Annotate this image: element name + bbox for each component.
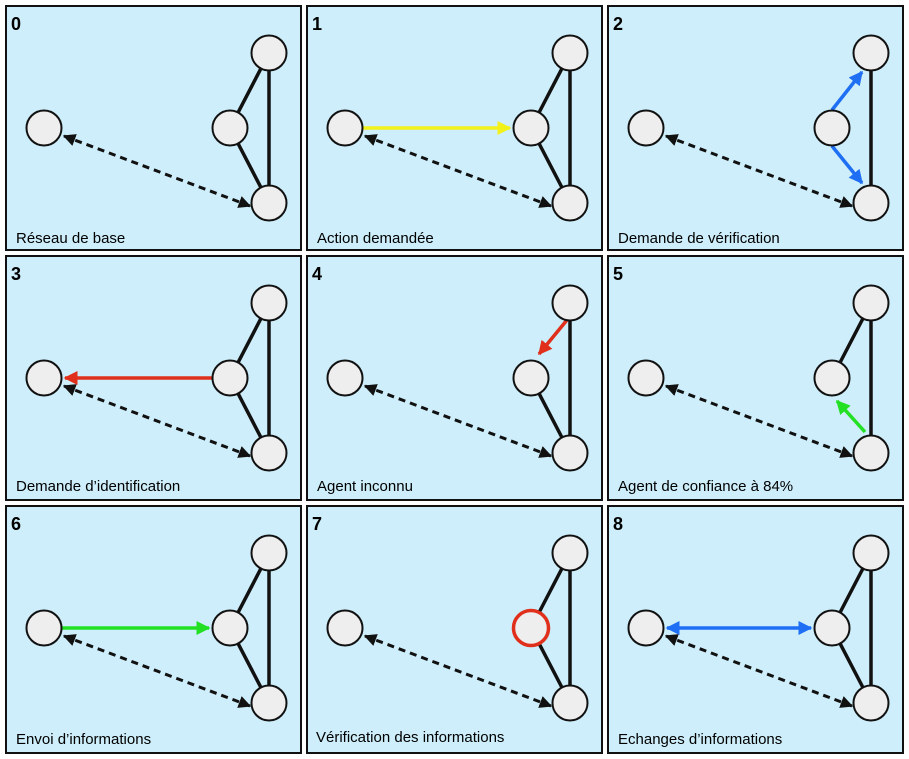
node-outside [326, 109, 364, 147]
green-arrow [835, 399, 867, 434]
panel-number: 4 [312, 264, 322, 284]
panel-6: 6 Envoi d’informations [5, 505, 302, 754]
panel-0: 0 Réseau de base [5, 5, 302, 251]
panel-number: 0 [11, 14, 21, 34]
dashed-link [62, 134, 252, 208]
node-bottom [250, 684, 288, 722]
node-outside [25, 109, 63, 147]
panel-caption: Demande d’identification [16, 478, 180, 495]
node-outside [326, 609, 364, 647]
node-middle [211, 359, 249, 397]
red-arrow [537, 318, 569, 356]
node-bottom [250, 184, 288, 222]
node-bottom [551, 684, 589, 722]
dashed-link [363, 134, 553, 208]
node-top [551, 534, 589, 572]
panel-caption: Réseau de base [16, 230, 125, 247]
panel-number: 5 [613, 264, 623, 284]
dashed-link [664, 384, 854, 458]
node-top [852, 34, 890, 72]
blue-arrow-to-top [830, 70, 864, 112]
node-outside [326, 359, 364, 397]
node-middle [512, 109, 550, 147]
panel-4: 4 Agent inconnu [306, 255, 603, 501]
panel-number: 3 [11, 264, 21, 284]
node-middle [813, 359, 851, 397]
node-bottom [551, 434, 589, 472]
node-top [250, 284, 288, 322]
node-top [852, 284, 890, 322]
panel-7: 7 Vérification des informations [306, 505, 603, 754]
node-bottom [852, 434, 890, 472]
node-middle [512, 359, 550, 397]
node-top [852, 534, 890, 572]
panel-5: 5 Agent de confiance à 84% [607, 255, 904, 501]
panel-2: 2 Demande de vérification [607, 5, 904, 251]
node-bottom [250, 434, 288, 472]
node-bottom [852, 684, 890, 722]
dashed-link [363, 634, 553, 708]
node-middle [813, 109, 851, 147]
panel-8: 8 Echanges d’informations [607, 505, 904, 754]
dashed-link [62, 634, 252, 708]
node-top [551, 284, 589, 322]
panel-caption: Envoi d’informations [16, 731, 151, 748]
panel-number: 7 [312, 514, 322, 534]
node-middle-highlighted [511, 608, 551, 648]
panel-caption: Action demandée [317, 230, 434, 247]
panel-number: 2 [613, 14, 623, 34]
panel-number: 8 [613, 514, 623, 534]
node-top [250, 34, 288, 72]
dashed-link [664, 634, 854, 708]
node-outside [627, 109, 665, 147]
node-outside [627, 609, 665, 647]
node-outside [627, 359, 665, 397]
node-bottom [852, 184, 890, 222]
dashed-link [363, 384, 553, 458]
node-outside [25, 609, 63, 647]
node-middle [211, 109, 249, 147]
panel-caption: Agent de confiance à 84% [618, 478, 793, 495]
node-middle [813, 609, 851, 647]
node-outside [25, 359, 63, 397]
dashed-link [664, 134, 854, 208]
panel-caption: Vérification des informations [316, 729, 504, 746]
dashed-link [62, 384, 252, 458]
panel-caption: Echanges d’informations [618, 731, 782, 748]
node-top [250, 534, 288, 572]
panel-caption: Demande de vérification [618, 230, 780, 247]
node-middle [211, 609, 249, 647]
panel-caption: Agent inconnu [317, 478, 413, 495]
blue-arrow-to-bottom [830, 144, 864, 185]
panel-1: 1 Action demandée [306, 5, 603, 251]
panel-3: 3 Demande d’identification [5, 255, 302, 501]
panel-number: 6 [11, 514, 21, 534]
node-top [551, 34, 589, 72]
panel-number: 1 [312, 14, 322, 34]
node-bottom [551, 184, 589, 222]
